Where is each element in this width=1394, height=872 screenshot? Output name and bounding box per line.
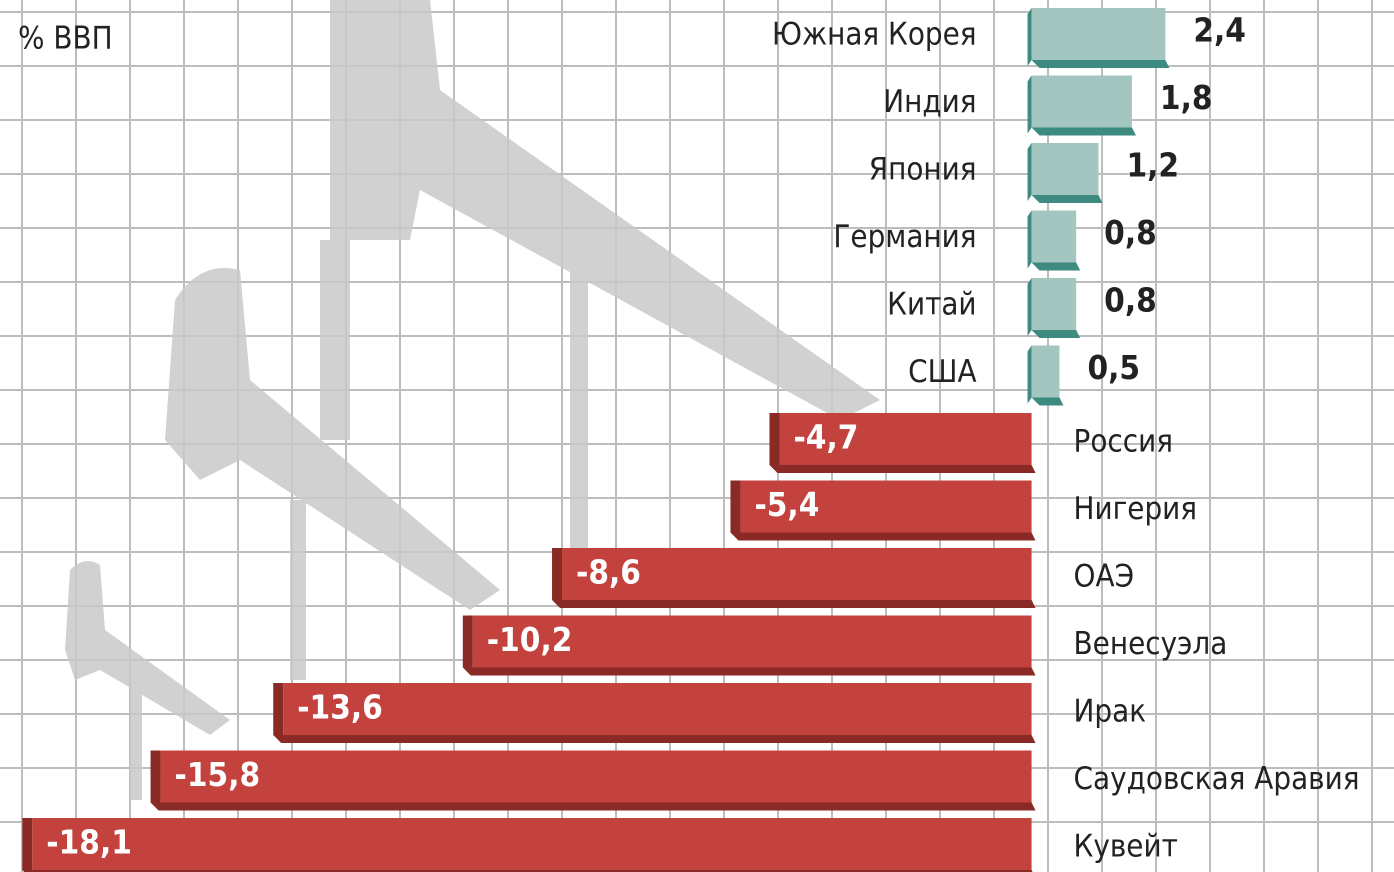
bar bbox=[32, 818, 1032, 870]
category-label: Южная Корея bbox=[772, 17, 977, 53]
bar-shadow bbox=[1027, 143, 1032, 201]
category-label: Саудовская Аравия bbox=[1074, 761, 1360, 797]
bar-shadow bbox=[1027, 8, 1032, 66]
value-label: -8,6 bbox=[576, 553, 641, 592]
bar bbox=[779, 413, 1032, 465]
category-label: ОАЭ bbox=[1074, 559, 1135, 595]
bar-shadow bbox=[730, 480, 741, 533]
value-label: -18,1 bbox=[46, 823, 132, 862]
category-label: США bbox=[908, 354, 976, 390]
bar-shadow bbox=[1027, 278, 1032, 336]
bar-shadow bbox=[150, 802, 1036, 811]
category-label: Ирак bbox=[1074, 694, 1147, 730]
bar-shadow bbox=[730, 532, 1036, 541]
bar-shadow bbox=[769, 465, 1036, 473]
value-label: 0,8 bbox=[1104, 281, 1157, 320]
bar bbox=[472, 615, 1032, 668]
bar bbox=[283, 683, 1032, 735]
bar-shadow bbox=[462, 667, 1036, 676]
bar bbox=[1031, 345, 1060, 398]
bar-shadow bbox=[22, 818, 33, 870]
category-label: Венесуэла bbox=[1074, 626, 1228, 662]
bar-shadow bbox=[1031, 127, 1136, 136]
unit-label: % ВВП bbox=[18, 21, 113, 57]
bar bbox=[1031, 210, 1077, 263]
category-label: Япония bbox=[869, 152, 977, 188]
category-label: Китай bbox=[887, 287, 976, 323]
bar bbox=[1031, 143, 1099, 195]
bar bbox=[1031, 8, 1166, 60]
value-label: -5,4 bbox=[754, 485, 819, 524]
category-label: Кувейт bbox=[1074, 829, 1178, 865]
bar bbox=[1031, 278, 1077, 330]
value-label: 1,2 bbox=[1126, 146, 1179, 185]
bar-shadow bbox=[769, 413, 780, 465]
bar-shadow bbox=[462, 615, 473, 668]
value-label: -15,8 bbox=[175, 755, 261, 794]
bar-shadow bbox=[552, 600, 1036, 608]
bar-shadow bbox=[552, 548, 563, 600]
bar-shadow bbox=[273, 683, 284, 735]
value-label: 2,4 bbox=[1193, 11, 1246, 50]
bar-shadow bbox=[1027, 210, 1032, 269]
category-label: Германия bbox=[833, 219, 976, 255]
bar-shadow bbox=[1027, 75, 1032, 134]
value-label: -4,7 bbox=[793, 418, 858, 457]
value-label: -10,2 bbox=[487, 620, 573, 659]
bar-shadow bbox=[1031, 330, 1081, 338]
value-label: 0,8 bbox=[1104, 213, 1157, 252]
bar-shadow bbox=[1031, 397, 1064, 406]
bar bbox=[562, 548, 1032, 600]
value-label: 1,8 bbox=[1160, 78, 1213, 117]
bar-shadow bbox=[1031, 262, 1081, 271]
category-label: Россия bbox=[1074, 424, 1173, 460]
bar bbox=[160, 750, 1032, 803]
bar-shadow bbox=[150, 750, 161, 803]
value-label: 0,5 bbox=[1087, 348, 1140, 387]
category-label: Нигерия bbox=[1074, 491, 1198, 527]
bar-shadow bbox=[273, 735, 1036, 743]
bar-shadow bbox=[1031, 195, 1103, 203]
value-label: -13,6 bbox=[297, 688, 383, 727]
pump-jack-illustration bbox=[65, 0, 880, 800]
bar-shadow bbox=[1027, 345, 1032, 404]
bar bbox=[740, 480, 1032, 533]
bar bbox=[1031, 75, 1132, 128]
category-label: Индия bbox=[883, 84, 976, 120]
bar-shadow bbox=[1031, 60, 1170, 68]
